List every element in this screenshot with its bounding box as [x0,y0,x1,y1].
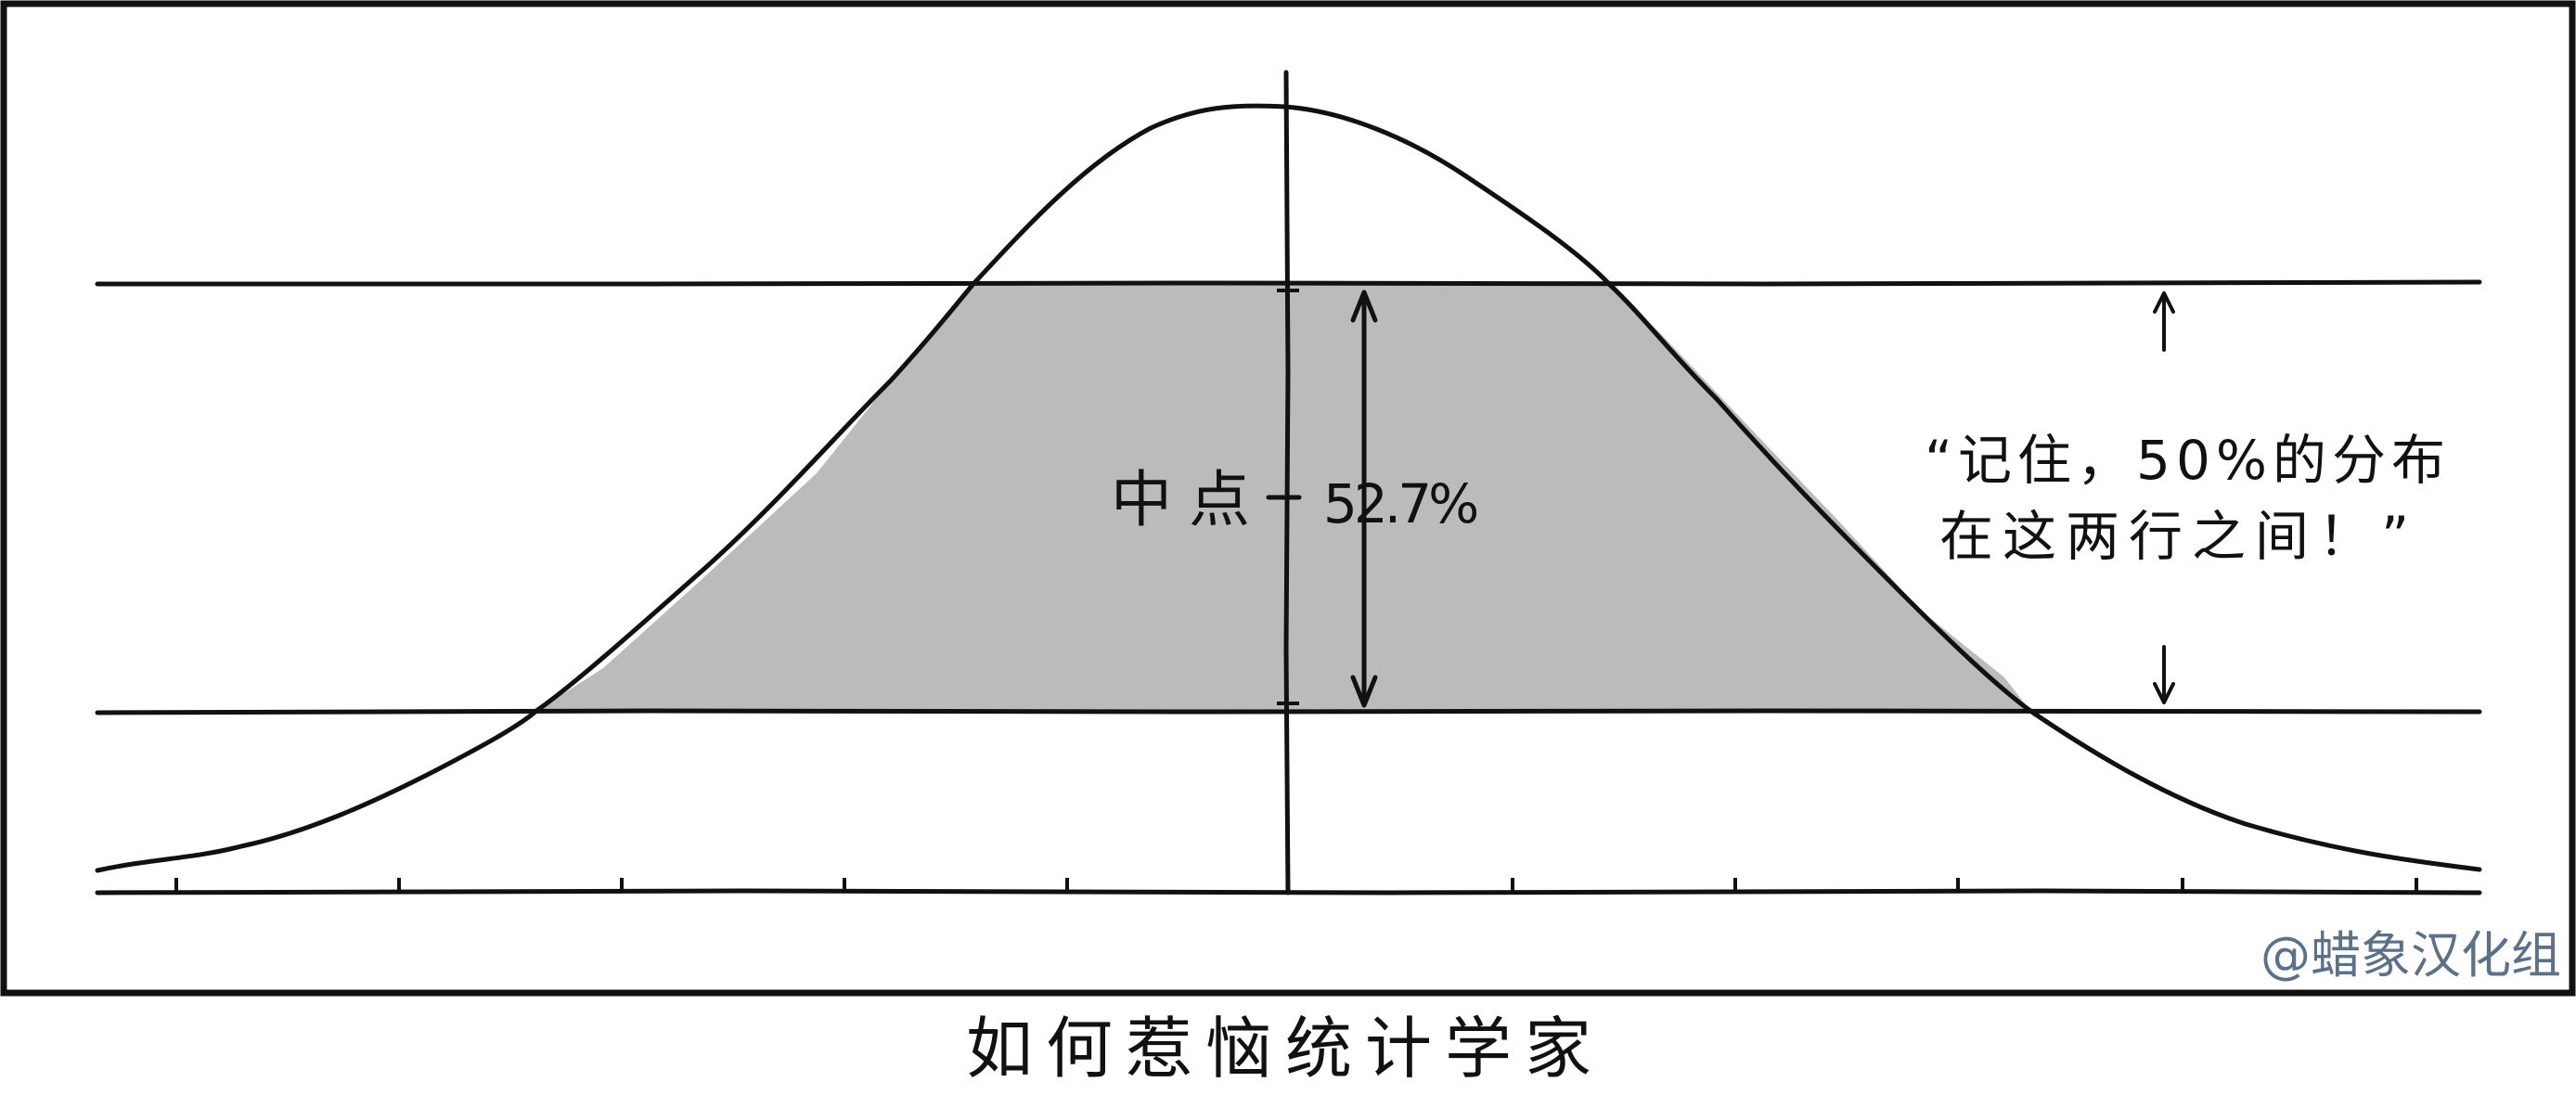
right-arrow-up [2153,291,2175,352]
center-axis [1283,70,1291,895]
panel-frame [0,0,2576,997]
lower-line [95,708,2482,715]
bell-curve [95,103,2482,873]
upper-line [95,279,2482,287]
quote-line-1: “记住，50%的分布 [1925,429,2451,492]
x-axis [95,888,2482,895]
percent-label: 52.7% [1323,472,1476,535]
midpoint-label: 中点 [1111,464,1267,535]
right-arrow-down [2153,645,2175,704]
quote-line-2: 在这两行之间！” [1939,505,2418,568]
band-arrow [1350,290,1378,708]
watermark: @蜡象汉化组 [2260,926,2561,985]
comic-caption: 如何惹恼统计学家 [966,1010,1604,1088]
x-axis-ticks [174,878,2418,893]
